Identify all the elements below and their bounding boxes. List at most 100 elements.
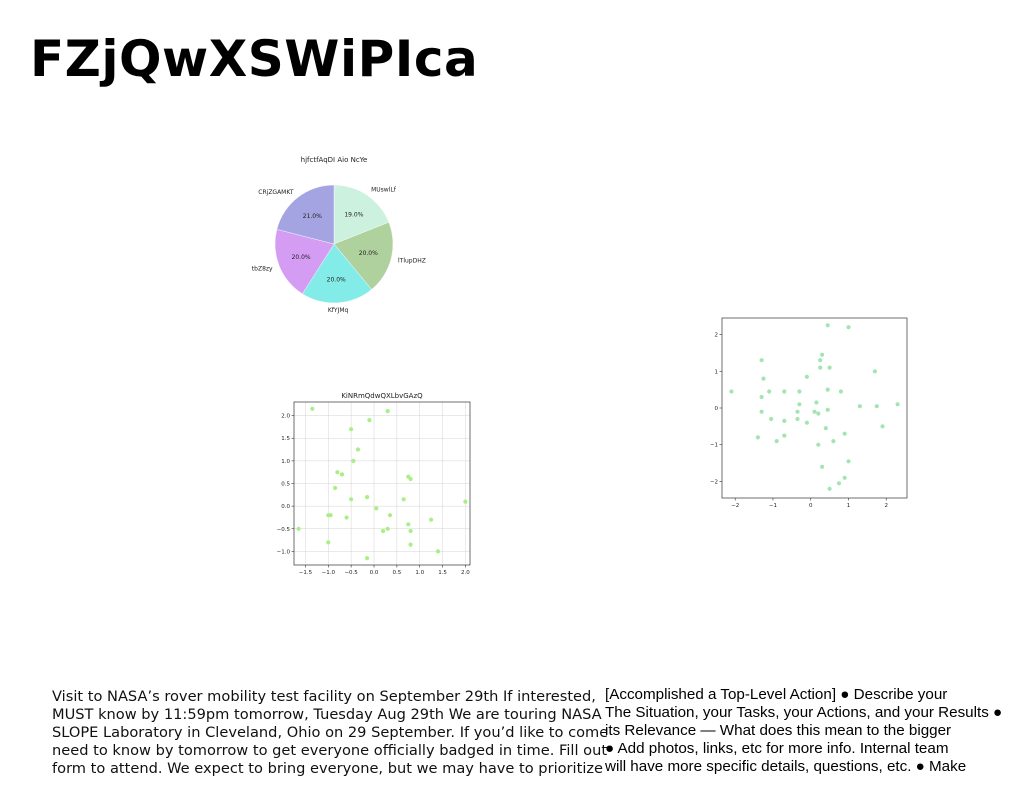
scatter-point bbox=[344, 515, 349, 520]
scatter-point bbox=[759, 409, 764, 414]
scatter-point bbox=[880, 424, 885, 429]
pie-percent-label: 19.0% bbox=[344, 212, 363, 219]
scatter-chart-1: KiNRmQdwQXLbvGAzQ −1.5 −1.0 −0.5 0.0 0.5 1.0 1… bbox=[277, 392, 471, 576]
chart-title: hjfctfAqDI Aio NcYe bbox=[301, 156, 368, 164]
scatter-point bbox=[795, 416, 800, 422]
scatter-point bbox=[759, 358, 764, 363]
scatter-point bbox=[827, 486, 832, 491]
scatter-point bbox=[812, 409, 817, 414]
pie-percent-label: 20.0% bbox=[359, 250, 378, 257]
x-tick-label: 0 bbox=[809, 503, 813, 509]
pie-category-label: CRjZGAMKT bbox=[258, 189, 294, 196]
scatter-point bbox=[782, 389, 787, 394]
scatter-point bbox=[761, 376, 766, 381]
scatter-point bbox=[804, 420, 809, 425]
scatter-point bbox=[874, 404, 879, 409]
scatter-point bbox=[774, 439, 779, 444]
text-line: [Accomplished a Top-Level Action] ● Desc… bbox=[605, 686, 948, 703]
scatter-point bbox=[374, 506, 379, 511]
scatter-point bbox=[827, 365, 832, 370]
pie-slice bbox=[274, 229, 335, 295]
scatter-point bbox=[825, 407, 830, 412]
scatter-point bbox=[759, 394, 764, 400]
scatter-point bbox=[816, 411, 821, 416]
x-tick-label: −1.0 bbox=[322, 570, 336, 576]
scatter-point bbox=[429, 517, 434, 522]
y-tick-label: −2 bbox=[710, 479, 718, 485]
scatter-point bbox=[406, 522, 411, 527]
text-line: its Relevance — What does this mean to t… bbox=[605, 722, 952, 739]
pie-percent-label: 20.0% bbox=[292, 254, 311, 261]
scatter-point bbox=[846, 325, 851, 330]
x-tick-label: 0.5 bbox=[392, 570, 401, 576]
pie-slice bbox=[302, 243, 372, 304]
scatter-point bbox=[729, 389, 734, 394]
scatter-1-layer: −1.5 −1.0 −0.5 0.0 0.5 1.0 1.5 2.0 −1.0 −0.5 0.0 0.… bbox=[277, 401, 471, 576]
y-tick-label: 0 bbox=[715, 406, 719, 412]
scatter-point bbox=[895, 402, 900, 407]
x-tick-label: −1 bbox=[769, 503, 777, 509]
y-tick-label: 1 bbox=[715, 369, 719, 375]
text-line: will have more specific details, questio… bbox=[605, 758, 967, 775]
scatter-2-layer: −2 −1 0 1 2 −2 −1 0 1 2 bbox=[710, 317, 908, 509]
scatter-point bbox=[349, 497, 354, 502]
scatter-point bbox=[767, 389, 772, 394]
x-tick-label: −0.5 bbox=[344, 570, 358, 576]
y-tick-label: −1 bbox=[710, 443, 718, 449]
scatter-point bbox=[797, 402, 802, 407]
scatter-point bbox=[408, 542, 413, 547]
scatter-point bbox=[349, 427, 354, 432]
text-line: ● Add photos, links, etc for more info. … bbox=[605, 740, 949, 757]
y-tick-label: 0.0 bbox=[281, 504, 290, 510]
pie-percent-label: 20.0% bbox=[327, 276, 346, 283]
scatter-point bbox=[782, 418, 787, 423]
text-line: MUST know by 11:59pm tomorrow, Tuesday A… bbox=[52, 706, 602, 723]
text-line: Visit to NASA’s rover mobility test faci… bbox=[52, 688, 596, 705]
scatter-point bbox=[782, 433, 787, 438]
scatter-point bbox=[836, 481, 842, 486]
scatter-point bbox=[838, 389, 843, 394]
scatter-point bbox=[820, 352, 825, 357]
pie-category-label: MUswlLf bbox=[371, 186, 397, 193]
scatter-point bbox=[435, 549, 441, 554]
scatter-point bbox=[872, 369, 877, 374]
text-line: need to know by tomorrow to get everyone… bbox=[52, 742, 607, 759]
body-text-left: Visit to NASA’s rover mobility test faci… bbox=[52, 688, 607, 784]
scatter-point bbox=[818, 365, 823, 370]
pie-slice bbox=[333, 222, 394, 290]
y-tick-label: 2 bbox=[715, 333, 719, 339]
scatter-point bbox=[823, 426, 828, 431]
scatter-point bbox=[820, 464, 825, 469]
scatter-point bbox=[857, 404, 862, 409]
scatter-point bbox=[381, 528, 386, 534]
pie-chart: hjfctfAqDI Aio NcYe 19.0% MUswlLf 20.0% lTl… bbox=[252, 156, 426, 314]
scatter-point bbox=[335, 470, 340, 475]
plot-frame bbox=[721, 317, 908, 499]
scatter-point bbox=[842, 431, 847, 436]
text-line: The Situation, your Tasks, your Actions,… bbox=[605, 704, 1003, 721]
scatter-point bbox=[769, 416, 774, 422]
x-tick-label: 2 bbox=[884, 503, 888, 509]
y-tick-label: 2.0 bbox=[281, 414, 290, 420]
scatter-point bbox=[846, 459, 851, 464]
scatter-point bbox=[387, 513, 393, 518]
y-tick-label: −0.5 bbox=[277, 527, 291, 533]
pie-slices: 19.0% MUswlLf 20.0% lTlupDHZ 20.0% KfYJMq 20.0… bbox=[252, 184, 426, 314]
slide-title: FZjQwXSWiPIca bbox=[30, 30, 479, 88]
scatter-point bbox=[825, 323, 830, 328]
scatter-point bbox=[755, 435, 760, 440]
scatter-point bbox=[814, 400, 819, 405]
x-tick-label: −2 bbox=[731, 503, 739, 509]
y-tick-label: 0.5 bbox=[281, 482, 290, 488]
scatter-point bbox=[804, 374, 809, 379]
pie-category-label: KfYJMq bbox=[328, 307, 349, 314]
pie-percent-label: 21.0% bbox=[303, 213, 322, 220]
scatter-point bbox=[385, 526, 390, 531]
x-tick-label: 1.5 bbox=[438, 570, 447, 576]
scatter-point bbox=[795, 409, 800, 414]
scatter-point bbox=[408, 476, 413, 482]
text-line: form to attend. We expect to bring every… bbox=[52, 760, 604, 777]
scatter-point bbox=[401, 497, 406, 502]
scatter-point bbox=[296, 526, 301, 531]
text-line: SLOPE Laboratory in Cleveland, Ohio on 2… bbox=[52, 724, 607, 741]
